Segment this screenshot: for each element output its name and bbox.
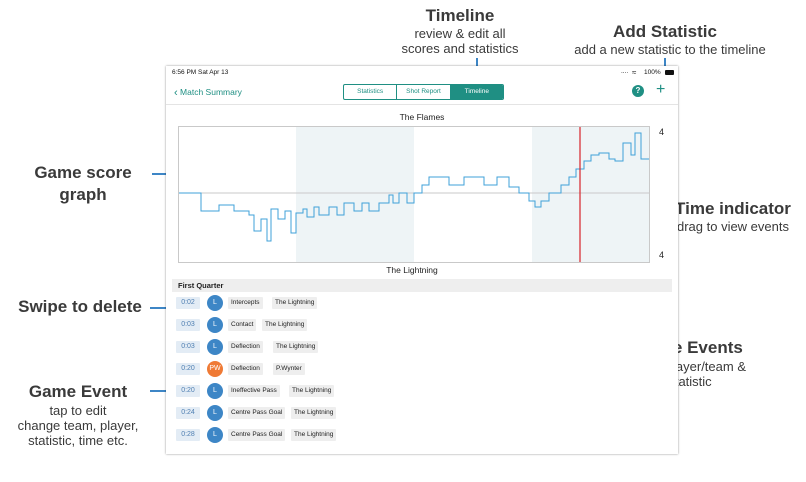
add-annotation-title: Add Statistic (613, 22, 717, 41)
event-team: The Lightning (289, 385, 335, 397)
status-time: 6:56 PM Sat Apr 13 (172, 69, 229, 76)
event-time: 0:28 (176, 429, 200, 441)
signal-indicator: .... (621, 68, 629, 75)
graph-annotation-title2: graph (59, 185, 107, 204)
event-avatar: L (207, 427, 223, 443)
event-statistic: Contact (228, 319, 257, 331)
top-team-score: 4 (659, 127, 665, 137)
bottom-team-score: 4 (659, 250, 665, 260)
event-player: P.Wynter (273, 363, 305, 375)
event-time: 0:20 (176, 363, 200, 375)
event-team: The Lightning (291, 407, 337, 419)
chevron-left-icon: ‹ (174, 87, 178, 99)
event-statistic: Deflection (228, 363, 263, 375)
event-statistic: Ineffective Pass (228, 385, 280, 397)
event-row[interactable]: 0:28 L Centre Pass Goal The Lightning (172, 426, 472, 444)
event-avatar: L (207, 339, 223, 355)
ipad-screen: 6:56 PM Sat Apr 13 .... ≈ 100% ‹ Match S… (166, 66, 678, 454)
event-team: The Lightning (272, 297, 318, 309)
swipe-annotation-line (150, 307, 172, 309)
event-time: 0:03 (176, 341, 200, 353)
event-team: The Lightning (291, 429, 337, 441)
back-button[interactable]: ‹ Match Summary (174, 86, 242, 99)
event-team: The Lightning (262, 319, 308, 331)
graph-annotation-line (152, 173, 174, 175)
bottom-team-label: The Lightning (386, 265, 438, 275)
event-statistic: Intercepts (228, 297, 263, 309)
score-graph[interactable] (178, 126, 650, 263)
graph-annotation-title1: Game score (34, 163, 132, 182)
back-label: Match Summary (180, 87, 242, 97)
score-graph-svg (179, 127, 649, 262)
event-row[interactable]: 0:24 L Centre Pass Goal The Lightning (172, 404, 472, 422)
tab-timeline[interactable]: Timeline (450, 85, 503, 99)
battery-label: 100% (644, 69, 661, 76)
help-button[interactable]: ? (632, 85, 644, 97)
swipe-annotation-title: Swipe to delete (18, 297, 142, 316)
events-annotation-sub2: statistic (668, 374, 712, 389)
quarter-shade-2 (296, 127, 414, 262)
score-line (179, 132, 649, 242)
event-annotation-sub3: statistic, time etc. (28, 433, 128, 448)
event-avatar: L (207, 317, 223, 333)
event-avatar: L (207, 295, 223, 311)
timeline-annotation-sub2: scores and statistics (401, 41, 519, 56)
event-annotation-title: Game Event (28, 382, 128, 401)
event-annotation-sub1: tap to edit (49, 403, 107, 418)
event-time: 0:02 (176, 297, 200, 309)
event-avatar: PW (207, 361, 223, 377)
event-avatar: L (207, 405, 223, 421)
quarter-shade-4 (532, 127, 649, 262)
event-row[interactable]: 0:02 L Intercepts The Lightning (172, 294, 472, 312)
timeline-annotation-title: Timeline (425, 6, 495, 25)
event-statistic: Centre Pass Goal (228, 407, 286, 419)
time-annotation-sub: drag to view events (676, 219, 789, 234)
event-row[interactable]: 0:20 L Ineffective Pass The Lightning (172, 382, 472, 400)
event-team: The Lightning (273, 341, 319, 353)
event-avatar: L (207, 383, 223, 399)
event-annotation-sub2: change team, player, (17, 418, 139, 433)
time-annotation-title: Time indicator (675, 199, 791, 218)
event-row[interactable]: 0:20 PW Deflection P.Wynter (172, 360, 472, 378)
event-time: 0:20 (176, 385, 200, 397)
timeline-annotation-sub1: review & edit all (414, 26, 506, 41)
tab-statistics[interactable]: Statistics (344, 85, 398, 99)
event-annotation-line (150, 390, 172, 392)
status-bar: 6:56 PM Sat Apr 13 .... ≈ 100% (166, 66, 678, 80)
nav-bar: ‹ Match Summary Statistics Shot Report T… (166, 80, 678, 105)
quarter-section-header: First Quarter (172, 279, 672, 292)
event-statistic: Deflection (228, 341, 263, 353)
event-statistic: Centre Pass Goal (228, 429, 286, 441)
event-row[interactable]: 0:03 L Contact The Lightning (172, 316, 472, 334)
event-row[interactable]: 0:03 L Deflection The Lightning (172, 338, 472, 356)
event-time: 0:24 (176, 407, 200, 419)
wifi-icon: ≈ (632, 68, 637, 77)
add-annotation-sub: add a new statistic to the timeline (574, 42, 766, 57)
add-statistic-button[interactable]: + (656, 81, 666, 98)
event-time: 0:03 (176, 319, 200, 331)
tab-shot-report[interactable]: Shot Report (397, 85, 451, 99)
battery-icon (665, 70, 674, 75)
view-segmented-control: Statistics Shot Report Timeline (343, 84, 504, 100)
top-team-label: The Flames (399, 112, 445, 122)
